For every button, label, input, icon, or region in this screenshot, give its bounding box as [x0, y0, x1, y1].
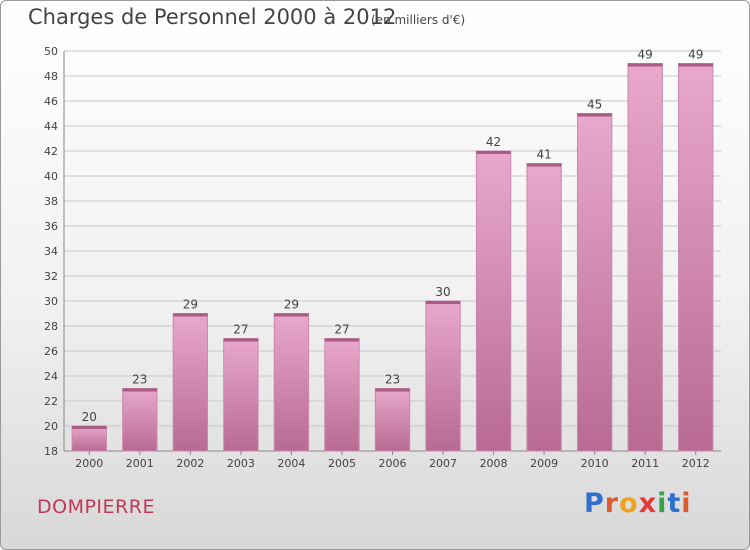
bar: [526, 163, 562, 452]
bar-cap: [223, 338, 259, 342]
y-tick-label: 44: [44, 120, 58, 133]
bar: [172, 313, 209, 452]
bar-cap: [476, 151, 511, 154]
x-tick-label: 2007: [429, 457, 457, 470]
x-tick-label: 2005: [328, 457, 356, 470]
logo-letter: i: [681, 488, 692, 519]
y-tick-label: 28: [44, 320, 58, 333]
bar-cap: [526, 163, 562, 167]
x-tick-label: 2010: [581, 457, 609, 470]
y-tick-label: 40: [44, 170, 58, 183]
y-tick-label: 38: [44, 195, 58, 208]
chart-title: Charges de Personnel 2000 à 2012: [28, 5, 397, 29]
bar: [475, 150, 512, 452]
y-tick-label: 20: [44, 420, 58, 433]
data-label: 27: [233, 323, 248, 337]
chart-subtitle: (en milliers d'€): [371, 13, 466, 27]
bar: [374, 388, 411, 452]
bar: [678, 63, 714, 452]
y-tick-label: 26: [44, 345, 58, 358]
x-tick-label: 2012: [682, 457, 710, 470]
data-label: 49: [688, 48, 703, 62]
y-tick-label: 36: [44, 220, 58, 233]
data-label: 45: [587, 98, 602, 112]
data-label: 23: [132, 373, 147, 387]
proxiti-logo: Proxiti: [584, 488, 692, 519]
bar: [627, 63, 663, 452]
x-tick-label: 2003: [227, 457, 255, 470]
bar: [122, 388, 158, 452]
y-tick-label: 50: [44, 45, 58, 58]
y-tick-label: 46: [44, 95, 58, 108]
bar-cap: [628, 63, 663, 67]
x-tick-label: 2006: [379, 457, 407, 470]
y-tick-label: 30: [44, 295, 58, 308]
bar-cap: [274, 313, 309, 317]
x-tick-label: 2009: [530, 457, 558, 470]
bar: [425, 300, 461, 452]
data-label: 49: [638, 48, 653, 62]
bar: [273, 313, 310, 452]
bar: [324, 338, 360, 452]
bar-cap: [173, 313, 208, 317]
data-label: 29: [284, 298, 299, 312]
x-tick-label: 2011: [631, 457, 659, 470]
bar-cap: [375, 388, 410, 392]
y-tick-label: 34: [44, 245, 58, 258]
x-tick-label: 2002: [176, 457, 204, 470]
data-label: 23: [385, 373, 400, 387]
y-tick-label: 42: [44, 145, 58, 158]
bar-cap: [324, 338, 360, 342]
bar: [71, 425, 107, 452]
bar-cap: [122, 388, 157, 392]
y-tick-label: 18: [44, 445, 58, 458]
data-label: 20: [82, 410, 97, 424]
y-tick-label: 22: [44, 395, 58, 408]
y-tick-label: 32: [44, 270, 58, 283]
logo-letter: x: [638, 488, 658, 519]
x-tick-label: 2000: [75, 457, 103, 470]
y-tick-label: 24: [44, 370, 58, 383]
x-tick-label: 2001: [126, 457, 154, 470]
logo-letter: r: [604, 488, 620, 519]
bar: [223, 338, 259, 452]
bar: [576, 113, 613, 452]
logo-letter: t: [667, 488, 682, 519]
x-tick-label: 2004: [277, 457, 305, 470]
data-label: 42: [486, 135, 501, 149]
bar-cap: [577, 113, 612, 117]
logo-letter: i: [657, 488, 668, 519]
data-label: 41: [536, 148, 551, 162]
bar-cap: [678, 63, 713, 67]
data-label: 30: [435, 285, 450, 299]
commune-name: DOMPIERRE: [37, 496, 155, 518]
y-tick-label: 48: [44, 70, 58, 83]
data-label: 27: [334, 323, 349, 337]
bar-cap: [72, 426, 107, 429]
logo-letter: P: [584, 488, 605, 519]
data-label: 29: [183, 298, 198, 312]
logo-letter: o: [619, 488, 639, 519]
bar-cap: [425, 301, 461, 304]
x-tick-label: 2008: [480, 457, 508, 470]
